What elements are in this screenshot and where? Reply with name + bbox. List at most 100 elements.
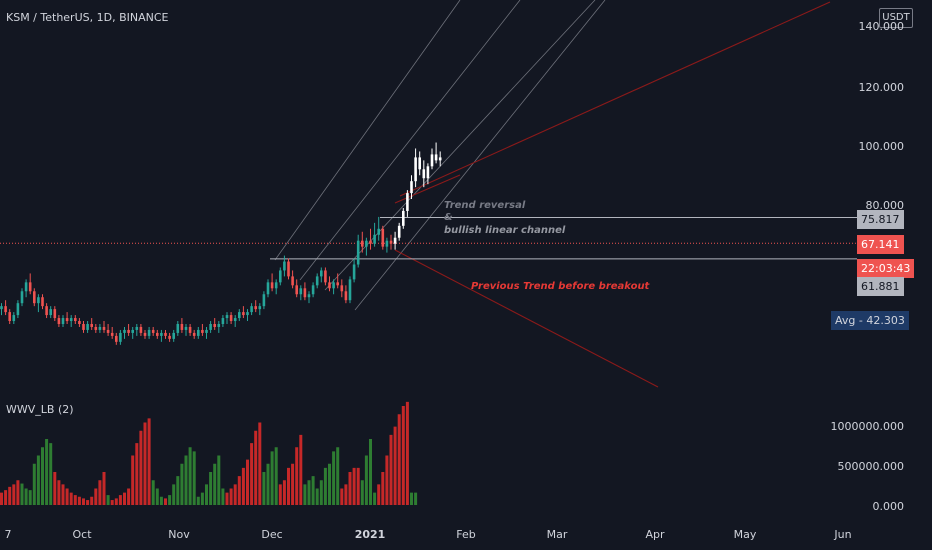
- volume-bar-68: [278, 484, 282, 505]
- candle-body-94: [385, 240, 389, 247]
- volume-bar-11: [45, 439, 49, 505]
- red-trend-line-up: [399, 1, 831, 197]
- volume-bar-17: [69, 492, 73, 505]
- candle-body-102: [418, 157, 421, 170]
- volume-bar-89: [364, 455, 368, 505]
- candle-body-6: [24, 282, 28, 292]
- candle-body-9: [37, 297, 40, 304]
- price-tag-current: 67.141: [857, 235, 904, 254]
- y-tick-80: 80.000: [865, 199, 905, 212]
- x-tick-feb: Feb: [456, 528, 476, 541]
- volume-bar-24: [98, 480, 102, 505]
- candle-body-64: [262, 294, 266, 307]
- volume-bar-12: [49, 443, 53, 505]
- candle-body-55: [225, 315, 229, 319]
- candle-body-77: [315, 276, 319, 286]
- volume-bar-92: [377, 484, 381, 505]
- volume-bar-84: [344, 484, 348, 505]
- annotation-amp: &: [444, 212, 453, 223]
- candle-body-32: [131, 329, 134, 333]
- volume-bar-83: [340, 488, 344, 505]
- channel-line-3: [354, 0, 606, 311]
- x-tick-apr: Apr: [645, 528, 665, 541]
- candle-body-0: [0, 306, 3, 310]
- candle-body-44: [180, 324, 184, 330]
- candle-body-61: [250, 306, 253, 313]
- volume-bar-49: [200, 492, 204, 505]
- volume-bar-77: [315, 488, 319, 505]
- volume-bar-67: [274, 447, 278, 505]
- candle-body-46: [188, 326, 192, 333]
- candle-body-41: [168, 335, 171, 339]
- volume-bar-63: [258, 422, 262, 505]
- candle-body-8: [33, 291, 36, 304]
- volume-bar-50: [205, 484, 208, 505]
- volume-bar-52: [213, 463, 217, 505]
- candle-body-12: [49, 309, 52, 316]
- candle-body-5: [20, 291, 24, 304]
- volume-bar-54: [221, 488, 225, 505]
- candle-body-71: [291, 276, 294, 286]
- volume-bar-80: [328, 463, 331, 505]
- volume-bar-100: [410, 492, 413, 505]
- candle-body-15: [61, 318, 65, 324]
- candle-body-29: [119, 332, 122, 342]
- candle-body-107: [438, 157, 442, 161]
- volume-bar-40: [164, 498, 167, 505]
- volume-bar-97: [397, 414, 401, 505]
- volume-bar-4: [16, 480, 20, 505]
- volume-bar-0: [0, 492, 3, 505]
- volume-bar-29: [118, 495, 122, 505]
- candle-body-95: [389, 240, 393, 244]
- candle-body-52: [213, 324, 216, 327]
- volume-bar-59: [241, 467, 245, 505]
- volume-bar-38: [155, 488, 159, 505]
- indicator-label: WWV_LB (2): [6, 403, 74, 416]
- channel-line-0: [274, 0, 461, 261]
- candle-body-106: [434, 154, 438, 161]
- volume-bar-18: [73, 495, 77, 505]
- volume-bar-32: [131, 455, 135, 505]
- candle-body-28: [115, 335, 118, 342]
- candle-body-13: [53, 309, 57, 319]
- candle-body-98: [402, 210, 405, 226]
- volume-bar-35: [143, 422, 147, 505]
- candle-body-30: [123, 329, 126, 333]
- volume-bar-7: [28, 490, 32, 505]
- volume-bar-27: [110, 500, 114, 505]
- currency-button[interactable]: USDT: [879, 8, 913, 28]
- candle-body-76: [311, 285, 315, 295]
- candle-body-42: [172, 332, 175, 339]
- volume-bar-101: [414, 492, 418, 505]
- volume-bar-98: [401, 406, 405, 505]
- x-tick-jun: Jun: [834, 528, 852, 541]
- annotation-trend-reversal: Trend reversal: [444, 200, 526, 211]
- volume-bar-34: [139, 430, 143, 505]
- candle-body-10: [41, 297, 44, 307]
- candle-body-67: [274, 282, 278, 289]
- candle-body-37: [151, 329, 155, 333]
- candle-body-78: [320, 270, 323, 277]
- candle-body-43: [176, 324, 180, 333]
- candle-body-27: [110, 332, 114, 336]
- candle-body-35: [143, 332, 147, 336]
- volume-bar-23: [94, 488, 98, 505]
- chart-title: KSM / TetherUS, 1D, BINANCE: [6, 11, 169, 24]
- volume-bar-99: [405, 401, 409, 505]
- volume-bar-96: [393, 426, 397, 505]
- price-tag-avg: Avg - 42.303: [831, 311, 909, 330]
- candle-body-51: [209, 324, 212, 330]
- volume-bar-44: [180, 463, 184, 505]
- candle-body-101: [414, 157, 417, 182]
- candle-body-16: [65, 318, 69, 322]
- y-tick-100: 100.000: [858, 140, 905, 153]
- volume-bar-62: [254, 430, 258, 505]
- volume-bar-72: [295, 447, 299, 505]
- candle-body-96: [393, 237, 397, 244]
- candle-body-22: [90, 324, 93, 327]
- candle-body-56: [229, 315, 233, 322]
- volume-bar-28: [114, 498, 118, 505]
- candle-body-99: [406, 193, 409, 211]
- x-tick-nov: Nov: [168, 528, 190, 541]
